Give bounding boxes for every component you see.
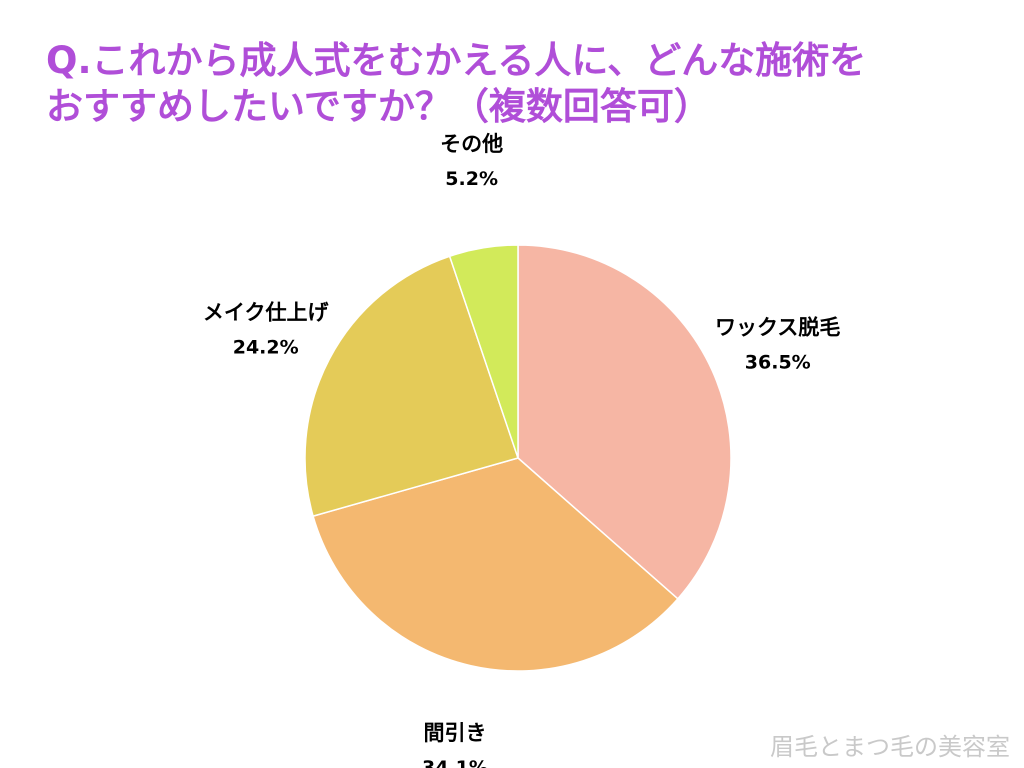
slice-label-other: その他 [440, 132, 503, 156]
pie-labels: ワックス脱毛 36.5% 間引き 34.1% メイク仕上げ 24.2% その他 5.2% [203, 132, 841, 768]
slice-label-makeup: メイク仕上げ [203, 300, 330, 324]
title-line-2: おすすめしたいですか？（複数回答可） [46, 85, 711, 128]
pie-slice-makeup [304, 255, 519, 518]
watermark: 眉毛とまつ毛の美容室 [770, 733, 1010, 761]
slice-value-other: 5.2% [445, 168, 498, 190]
slice-value-wax: 36.5% [745, 352, 811, 374]
slice-value-makeup: 24.2% [233, 336, 299, 358]
pie-slices [304, 244, 732, 672]
page-title: Q.これから成人式をむかえる人に、どんな施術を おすすめしたいですか？（複数回答… [46, 38, 1006, 130]
slice-value-thinning: 34.1% [422, 757, 488, 768]
pie-slice-other [448, 244, 519, 459]
slice-label-wax: ワックス脱毛 [715, 316, 840, 340]
title-line-1: Q.これから成人式をむかえる人に、どんな施術を [46, 39, 867, 82]
pie-slice-wax [517, 244, 732, 600]
pie-slice-thinning [312, 457, 679, 672]
slice-label-thinning: 間引き [423, 721, 486, 745]
